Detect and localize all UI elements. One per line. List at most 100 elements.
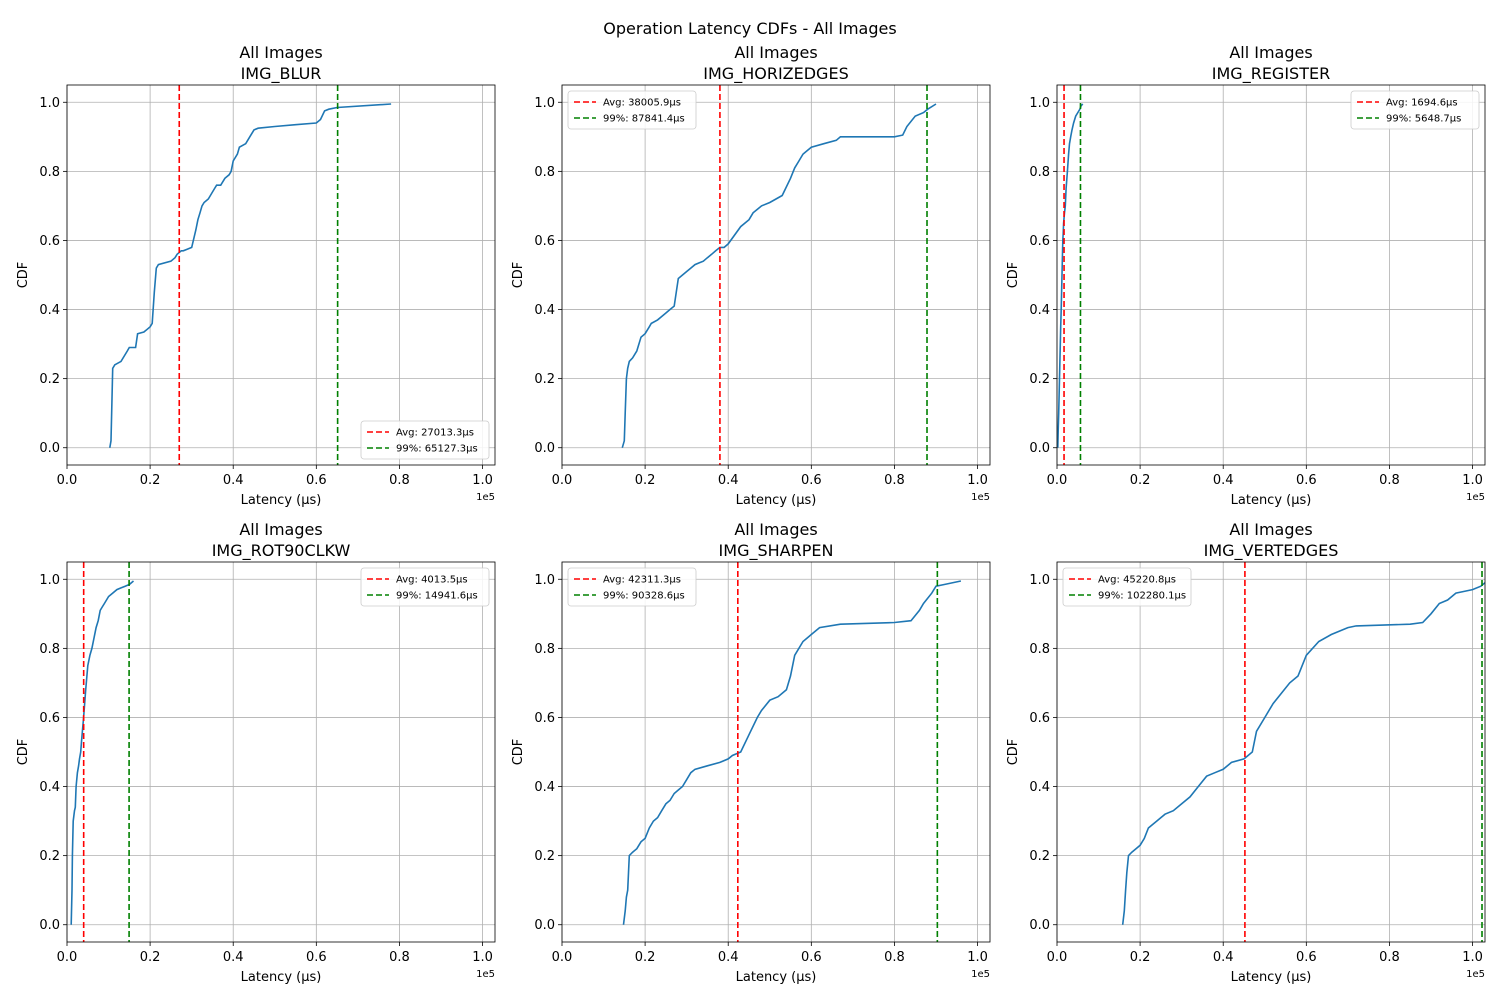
y-tick-label: 0.8 <box>1029 165 1050 180</box>
y-tick-label: 0.6 <box>1029 234 1050 249</box>
y-tick-label: 0.8 <box>39 165 60 180</box>
subplot-subtitle: IMG_REGISTER <box>1212 64 1330 84</box>
x-scale-label: 1e5 <box>1466 969 1485 980</box>
y-tick-label: 0.2 <box>39 849 60 864</box>
y-tick-label: 0.2 <box>1029 372 1050 387</box>
subplot-title: All Images <box>1229 43 1312 62</box>
legend-box <box>1350 90 1480 130</box>
subplot-subtitle: IMG_ROT90CLKW <box>212 541 351 561</box>
x-tick-label: 0.0 <box>552 950 573 965</box>
legend-avg-label: Avg: 42311.3µs <box>603 575 681 586</box>
legend: Avg: 1694.6µs 99%: 5648.7µs <box>1350 90 1480 130</box>
y-tick-label: 0.8 <box>534 642 555 657</box>
subplot-img-horizedges: All Images IMG_HORIZEDGES 0.0 0.2 0.4 0.6 0.8 1… <box>511 43 991 508</box>
x-tick-label: 0.4 <box>718 950 739 965</box>
subplot-title: All Images <box>734 43 817 62</box>
subplot-subtitle: IMG_BLUR <box>241 64 322 84</box>
y-tick-label: 0.6 <box>39 711 60 726</box>
x-axis-label: Latency (µs) <box>1231 970 1312 985</box>
legend: Avg: 45220.8µs 99%: 102280.1µs <box>1062 567 1192 607</box>
subplot-img-blur: All Images IMG_BLUR 0.0 0.2 0.4 0.6 0.8 1.0 0.0 0… <box>16 43 496 508</box>
y-tick-label: 0.4 <box>534 780 555 795</box>
y-tick-label: 1.0 <box>39 96 60 111</box>
y-tick-label: 0.8 <box>534 165 555 180</box>
y-tick-label: 0.0 <box>534 441 555 456</box>
y-axis-label: CDF <box>511 262 526 289</box>
x-tick-label: 0.4 <box>1213 950 1234 965</box>
x-tick-label: 0.2 <box>635 473 656 488</box>
x-axis-label: Latency (µs) <box>1231 493 1312 508</box>
x-tick-label: 0.0 <box>1047 473 1068 488</box>
y-axis-label: CDF <box>1006 262 1021 289</box>
x-tick-label: 1.0 <box>472 473 493 488</box>
x-tick-label: 1.0 <box>967 473 988 488</box>
x-tick-label: 1.0 <box>1462 473 1483 488</box>
y-axis-label: CDF <box>1006 739 1021 766</box>
plot-frame <box>1056 84 1486 466</box>
y-tick-label: 0.8 <box>39 642 60 657</box>
y-tick-label: 0.0 <box>39 918 60 933</box>
x-tick-label: 0.8 <box>884 473 905 488</box>
x-tick-label: 0.6 <box>801 950 822 965</box>
x-tick-label: 0.2 <box>140 473 161 488</box>
x-tick-label: 0.6 <box>306 950 327 965</box>
x-tick-label: 0.0 <box>552 473 573 488</box>
y-tick-label: 0.2 <box>1029 849 1050 864</box>
x-axis-label: Latency (µs) <box>736 970 817 985</box>
legend-box <box>360 420 490 460</box>
y-tick-label: 1.0 <box>1029 96 1050 111</box>
legend: Avg: 4013.5µs 99%: 14941.6µs <box>360 567 490 607</box>
figure-title: Operation Latency CDFs - All Images <box>603 19 896 38</box>
cdf-line <box>622 580 962 925</box>
x-axis-label: Latency (µs) <box>241 970 322 985</box>
plot-frame <box>66 561 496 943</box>
legend-avg-label: Avg: 38005.9µs <box>603 98 681 109</box>
x-tick-label: 0.2 <box>1130 473 1151 488</box>
x-axis-label: Latency (µs) <box>241 493 322 508</box>
subplot-subtitle: IMG_SHARPEN <box>719 541 834 561</box>
subplot-img-sharpen: All Images IMG_SHARPEN 0.0 0.2 0.4 0.6 0.8 1.0 0… <box>511 520 991 985</box>
legend-p99-label: 99%: 90328.6µs <box>603 591 685 602</box>
y-tick-label: 0.2 <box>534 849 555 864</box>
x-tick-label: 0.4 <box>718 473 739 488</box>
x-tick-label: 0.0 <box>57 473 78 488</box>
cdf-line <box>109 103 392 448</box>
legend-avg-label: Avg: 4013.5µs <box>396 575 468 586</box>
y-tick-label: 0.4 <box>1029 780 1050 795</box>
x-tick-label: 0.0 <box>57 950 78 965</box>
legend-box <box>567 567 697 607</box>
y-tick-label: 0.6 <box>534 711 555 726</box>
x-tick-label: 0.4 <box>223 473 244 488</box>
x-tick-label: 0.8 <box>1379 473 1400 488</box>
x-axis-label: Latency (µs) <box>736 493 817 508</box>
y-tick-label: 1.0 <box>1029 573 1050 588</box>
x-scale-label: 1e5 <box>476 492 495 503</box>
x-tick-label: 1.0 <box>1462 950 1483 965</box>
legend: Avg: 42311.3µs 99%: 90328.6µs <box>567 567 697 607</box>
x-tick-label: 0.8 <box>389 950 410 965</box>
x-tick-label: 0.6 <box>801 473 822 488</box>
legend-box <box>567 90 697 130</box>
y-tick-label: 1.0 <box>534 96 555 111</box>
x-tick-label: 0.8 <box>389 473 410 488</box>
subplot-title: All Images <box>734 520 817 539</box>
legend-avg-label: Avg: 45220.8µs <box>1098 575 1176 586</box>
legend-p99-label: 99%: 65127.3µs <box>396 444 478 455</box>
x-tick-label: 0.4 <box>223 950 244 965</box>
x-tick-label: 0.4 <box>1213 473 1234 488</box>
y-axis-label: CDF <box>511 739 526 766</box>
subplot-title: All Images <box>239 43 322 62</box>
x-tick-label: 0.2 <box>1130 950 1151 965</box>
x-tick-label: 0.6 <box>306 473 327 488</box>
y-tick-label: 0.2 <box>534 372 555 387</box>
x-scale-label: 1e5 <box>476 969 495 980</box>
x-tick-label: 1.0 <box>472 950 493 965</box>
y-tick-label: 0.0 <box>1029 441 1050 456</box>
x-scale-label: 1e5 <box>1466 492 1485 503</box>
y-tick-label: 0.0 <box>534 918 555 933</box>
y-tick-label: 1.0 <box>39 573 60 588</box>
cdf-line <box>1121 582 1485 925</box>
y-axis-label: CDF <box>16 739 31 766</box>
x-tick-label: 0.6 <box>1296 473 1317 488</box>
